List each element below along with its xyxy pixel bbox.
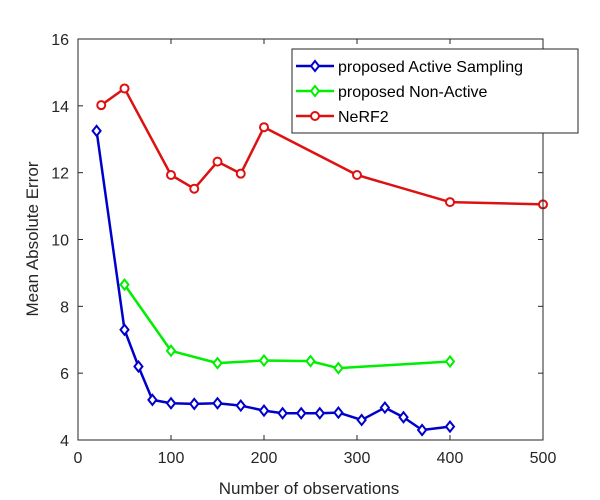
y-tick-label: 14: [51, 99, 69, 116]
data-point: [212, 356, 223, 370]
data-point: [416, 423, 428, 437]
data-point: [212, 396, 223, 410]
legend-label: proposed Non-Active: [338, 84, 488, 101]
data-point: [259, 122, 269, 133]
data-point: [133, 359, 144, 374]
data-point: [119, 323, 130, 337]
data-point: [91, 124, 102, 138]
y-tick-label: 10: [51, 233, 69, 250]
data-point: [189, 183, 200, 194]
x-tick-label: 300: [344, 450, 371, 467]
x-tick-label: 0: [74, 450, 83, 467]
data-point: [444, 354, 456, 369]
data-point: [165, 396, 177, 410]
data-point: [333, 361, 344, 375]
series-line: [100, 87, 544, 206]
data-point: [165, 344, 177, 358]
legend-label: NeRF2: [338, 109, 389, 126]
data-point: [119, 278, 130, 292]
y-tick-label: 12: [51, 166, 69, 183]
legend-box: [291, 48, 579, 134]
data-point: [444, 420, 456, 434]
y-tick-label: 6: [60, 366, 69, 383]
data-point: [235, 398, 247, 413]
data-point: [314, 406, 326, 420]
data-point: [147, 393, 158, 407]
legend-item: NeRF2: [296, 109, 389, 126]
x-axis-label: Number of observations: [219, 479, 399, 498]
legend-marker: [309, 84, 321, 98]
data-point: [305, 354, 316, 368]
legend-label: proposed Active Sampling: [338, 59, 523, 76]
x-tick-label: 100: [158, 450, 185, 467]
legend-marker: [310, 111, 320, 121]
y-tick-label: 8: [60, 299, 69, 316]
legend-item: proposed Active Sampling: [296, 59, 523, 76]
data-point: [235, 168, 246, 179]
plot-lines: [91, 83, 548, 437]
y-tick-label: 4: [60, 433, 69, 450]
legend-marker: [309, 59, 321, 73]
data-point: [333, 405, 344, 420]
y-tick-label: 16: [51, 32, 69, 49]
data-point: [188, 397, 200, 411]
data-point: [119, 83, 130, 94]
data-point: [295, 406, 307, 420]
data-point: [212, 156, 223, 167]
data-point: [445, 197, 455, 208]
y-axis-label: Mean Absolute Error: [23, 161, 42, 316]
legend-item: proposed Non-Active: [296, 84, 488, 101]
data-point: [277, 406, 288, 420]
data-point: [258, 403, 270, 418]
series-2: [96, 83, 548, 210]
legend: proposed Active Sampling proposed Non-Act…: [291, 48, 579, 134]
ticks: 0 100 200 300 400 500 4 6 8 10 12 14 16: [51, 32, 556, 467]
data-point: [379, 400, 391, 415]
data-point: [258, 353, 270, 368]
x-tick-label: 500: [530, 450, 557, 467]
series-1: [119, 278, 456, 375]
data-point: [352, 170, 362, 181]
data-point: [398, 410, 409, 424]
x-tick-label: 400: [437, 450, 464, 467]
data-point: [356, 413, 367, 427]
data-point: [96, 100, 107, 111]
data-point: [166, 170, 176, 181]
x-tick-label: 200: [251, 450, 278, 467]
series-0: [91, 124, 456, 437]
